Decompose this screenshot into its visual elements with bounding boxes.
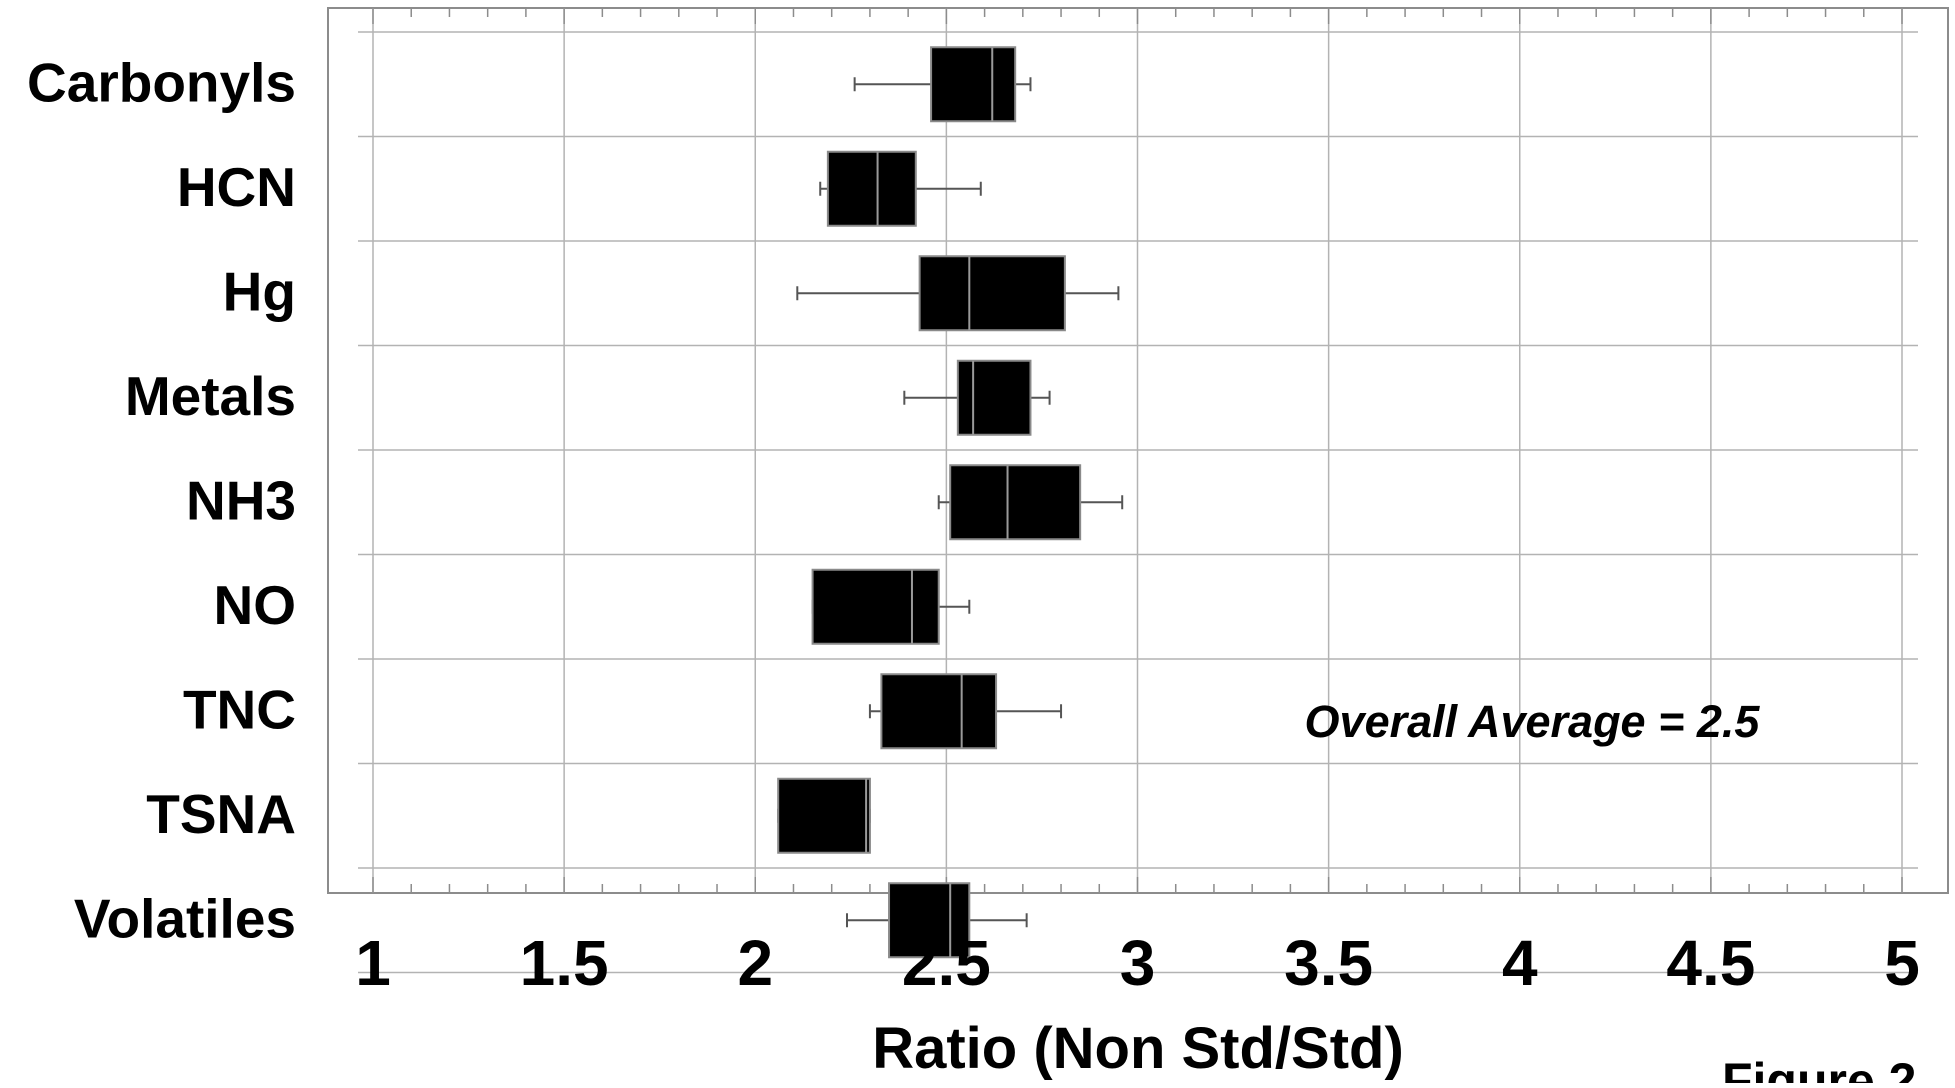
- x-tick-label: 1.5: [520, 927, 609, 999]
- iqr-box: [811, 568, 940, 645]
- category-label: Carbonyls: [27, 51, 296, 113]
- x-tick-label: 4.5: [1666, 927, 1755, 999]
- category-label: Hg: [223, 260, 296, 322]
- x-tick-label: 1: [355, 927, 391, 999]
- x-tick-label: 2: [737, 927, 773, 999]
- iqr-box: [930, 46, 1017, 123]
- category-label: NO: [214, 574, 297, 636]
- x-tick-labels: 1 1.5 2 2.5 3 3.5 4 4.5 5: [355, 927, 1920, 999]
- category-label: Metals: [125, 365, 296, 427]
- grid-lines: [358, 8, 1918, 974]
- category-label: HCN: [177, 156, 296, 218]
- category-label: TSNA: [146, 783, 296, 845]
- box-series: [777, 46, 1124, 959]
- category-labels: Carbonyls HCN Hg Metals NH3 NO TNC TSNA Volatile…: [27, 51, 296, 949]
- box-group: [903, 359, 1051, 436]
- box-group: [811, 568, 971, 645]
- category-label: TNC: [183, 678, 296, 740]
- iqr-box: [826, 150, 917, 227]
- category-label: NH3: [186, 469, 296, 531]
- x-tick-label: 3: [1120, 927, 1156, 999]
- figure-caption: Figure 2: [1722, 1053, 1916, 1083]
- overall-average-annotation: Overall Average = 2.5: [1305, 696, 1761, 747]
- box-group: [777, 777, 871, 854]
- x-tick-label: 4: [1502, 927, 1538, 999]
- box-group: [937, 464, 1124, 541]
- x-tick-label: 2.5: [902, 927, 991, 999]
- box-group: [796, 255, 1120, 332]
- x-tick-label: 3.5: [1284, 927, 1373, 999]
- category-label: Volatiles: [74, 887, 296, 949]
- x-tick-label: 5: [1884, 927, 1920, 999]
- minor-ticks: [372, 8, 1903, 893]
- iqr-box: [880, 673, 998, 750]
- iqr-box: [918, 255, 1066, 332]
- box-group: [819, 150, 982, 227]
- iqr-box: [956, 359, 1032, 436]
- box-group: [853, 46, 1032, 123]
- iqr-box: [888, 882, 971, 959]
- x-axis-title: Ratio (Non Std/Std): [872, 1016, 1404, 1081]
- box-group: [868, 673, 1063, 750]
- iqr-box: [949, 464, 1082, 541]
- box-group: [845, 882, 1028, 959]
- iqr-box: [777, 777, 871, 854]
